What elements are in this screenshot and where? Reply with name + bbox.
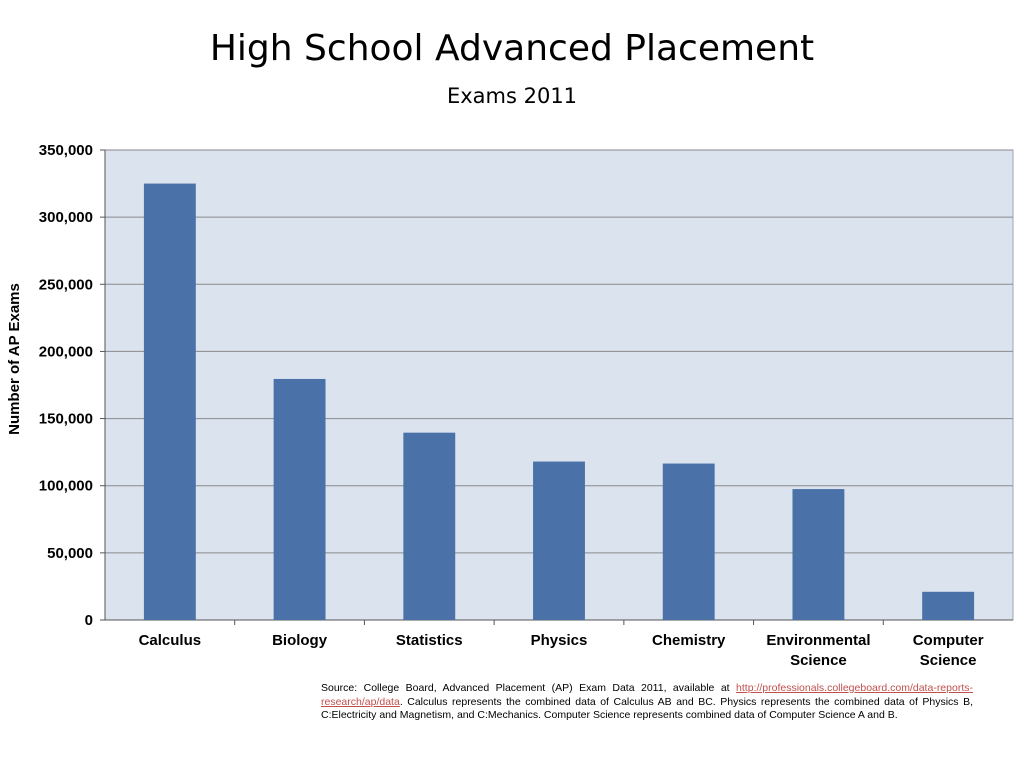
y-tick-label: 350,000 bbox=[39, 142, 93, 159]
source-note: Source: College Board, Advanced Placemen… bbox=[321, 682, 973, 723]
bar bbox=[273, 378, 326, 620]
source-prefix: Source: College Board, Advanced Placemen… bbox=[321, 682, 737, 694]
x-tick-label: Chemistry bbox=[652, 632, 726, 649]
x-tick-label: Environmental Science bbox=[766, 632, 870, 669]
x-tick-label: Computer Science bbox=[913, 632, 984, 669]
x-tick-label: Physics bbox=[531, 632, 588, 649]
y-tick-label: 50,000 bbox=[47, 545, 93, 562]
bar-chart: 0 50,000 100,000 150,000 200,000 250,000 300,0… bbox=[6, 142, 1014, 669]
source-link[interactable]: http://professionals.collegeboard.com/da… bbox=[321, 682, 973, 708]
bar bbox=[143, 183, 196, 621]
slide-title: High School Advanced Placement bbox=[209, 28, 815, 69]
y-tick-label: 200,000 bbox=[39, 343, 93, 360]
y-tick-label: 250,000 bbox=[39, 276, 93, 293]
x-tick-label: Biology bbox=[272, 632, 328, 649]
source-suffix: . Calculus represents the combined data … bbox=[321, 695, 973, 722]
y-tick-label: 150,000 bbox=[39, 411, 93, 428]
y-tick-label: 0 bbox=[85, 612, 93, 629]
y-axis-label: Number of AP Exams bbox=[6, 283, 23, 435]
bar bbox=[922, 591, 975, 620]
bar bbox=[403, 432, 456, 620]
x-tick-label: Statistics bbox=[396, 632, 463, 649]
slide-subtitle: Exams 2011 bbox=[446, 84, 578, 108]
bar bbox=[792, 489, 845, 620]
y-tick-label: 100,000 bbox=[39, 478, 93, 495]
bar bbox=[662, 463, 715, 620]
bar bbox=[533, 461, 585, 620]
y-tick-label: 300,000 bbox=[39, 209, 93, 226]
x-tick-label: Calculus bbox=[139, 632, 202, 649]
